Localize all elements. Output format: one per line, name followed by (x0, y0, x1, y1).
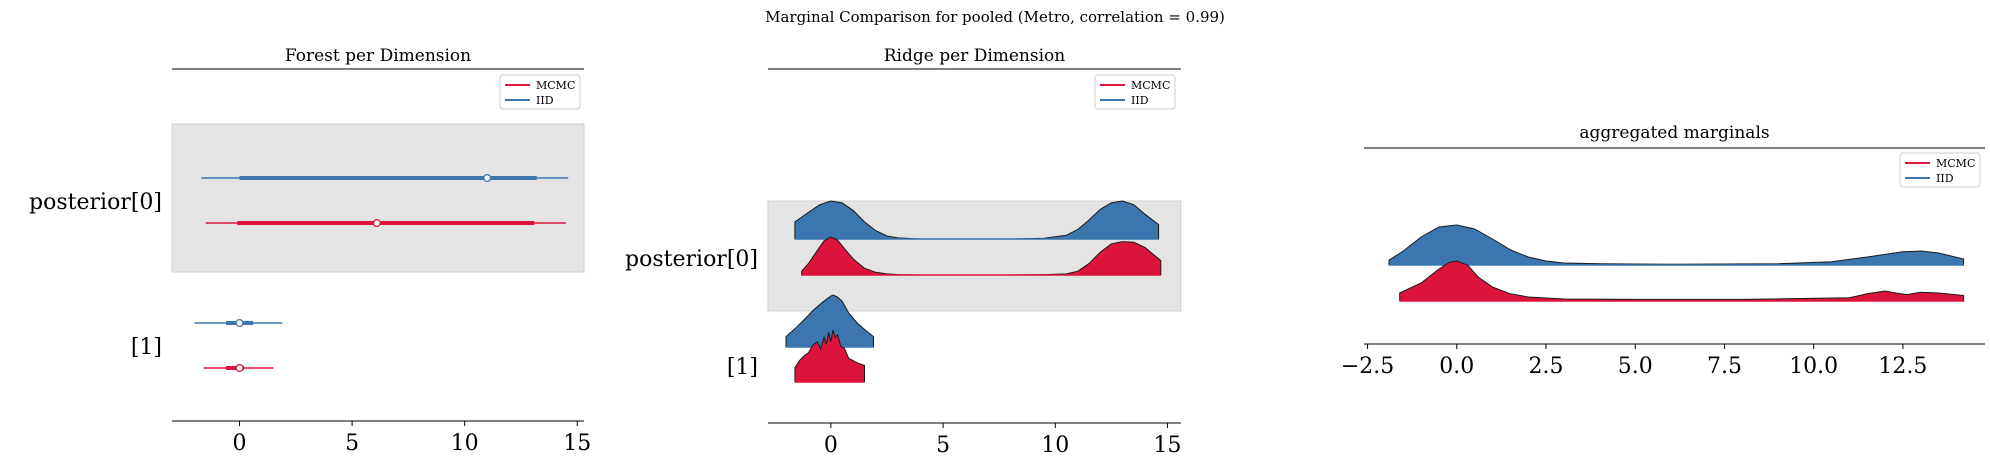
legend-label: MCMC (536, 79, 575, 92)
x-tick-label: 15 (1154, 433, 1182, 458)
x-tick-label: 0 (824, 433, 838, 458)
median-point (483, 173, 492, 183)
ridge-panel: Ridge per Dimension posterior[0] [1] 0 5 10 15… (625, 46, 1182, 458)
ridge-density (1399, 260, 1965, 302)
x-tick-label: 10.0 (1789, 354, 1838, 379)
figure-suptitle: Marginal Comparison for pooled (Metro, c… (765, 8, 1225, 26)
row-label: [1] (131, 335, 162, 360)
ridge-density (785, 294, 874, 348)
row-band (171, 123, 585, 273)
legend-label: IID (1131, 94, 1149, 107)
panel-title: aggregated marginals (1579, 123, 1769, 143)
x-tick-label: 2.5 (1529, 354, 1564, 379)
median-point (372, 218, 381, 228)
median-point (235, 363, 244, 373)
ridge-density (1388, 224, 1965, 266)
x-tick-label: 5 (936, 433, 950, 458)
legend-label: IID (1936, 172, 1954, 185)
x-tick-label: 12.5 (1878, 354, 1927, 379)
x-tick-label: 10 (451, 431, 479, 456)
legend-label: MCMC (1131, 79, 1170, 92)
forest-panel: Forest per Dimension posterior[0] [1] 0 5 10 1… (29, 46, 591, 456)
panel-title: Forest per Dimension (285, 46, 471, 66)
x-tick-label: 10 (1041, 433, 1069, 458)
row-label: posterior[0] (625, 247, 758, 272)
ridge-density (794, 329, 865, 383)
median-point (235, 318, 244, 328)
panel-title: Ridge per Dimension (884, 46, 1066, 66)
legend-label: MCMC (1936, 157, 1975, 170)
x-tick-label: 7.5 (1707, 354, 1742, 379)
x-tick-label: 5.0 (1618, 354, 1653, 379)
x-tick-label: 0.0 (1439, 354, 1474, 379)
legend-label: IID (536, 94, 554, 107)
x-tick-label: 0 (233, 431, 247, 456)
x-tick-label: 5 (345, 431, 359, 456)
x-tick-label: 15 (563, 431, 591, 456)
row-label: [1] (727, 355, 758, 380)
aggregated-panel: aggregated marginals −2.5 0.0 2.5 5.0 7.5 10.0… (1341, 123, 1985, 379)
x-tick-label: −2.5 (1341, 354, 1394, 379)
row-label: posterior[0] (29, 190, 162, 215)
